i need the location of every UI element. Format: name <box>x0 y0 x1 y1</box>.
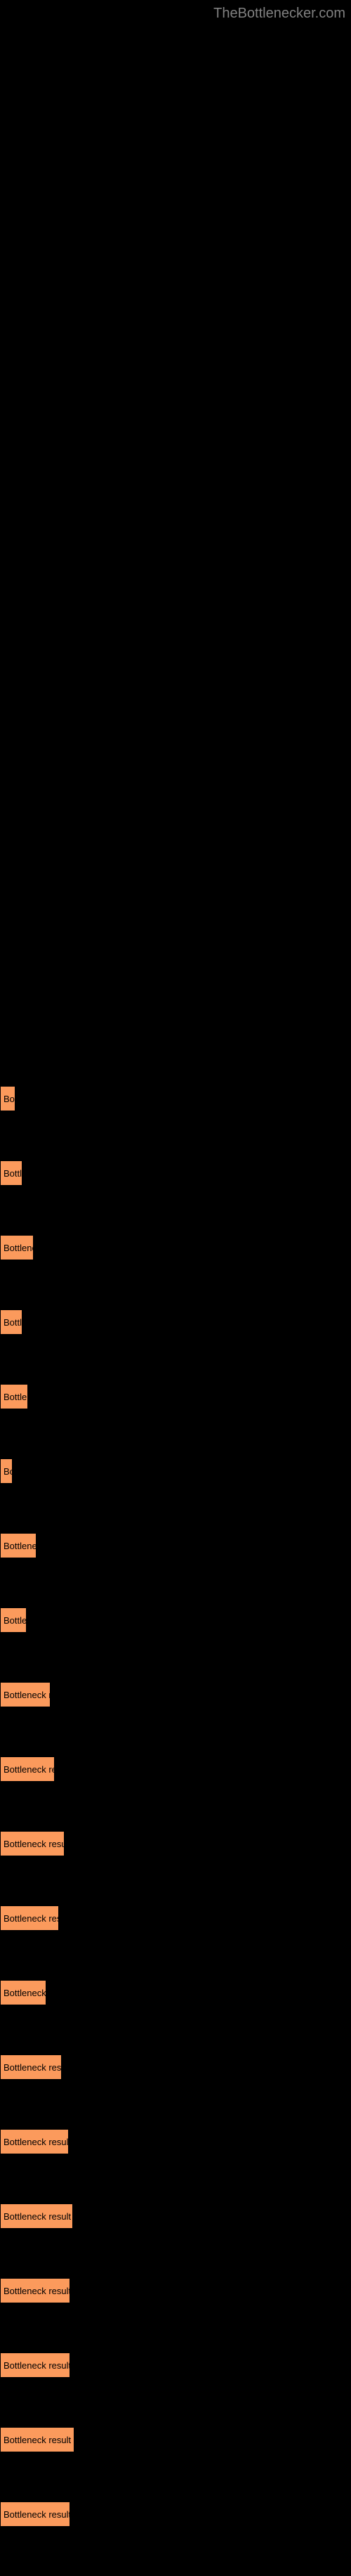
bar: Bottl <box>0 1309 22 1335</box>
bar-row: Bottleneck result <box>0 2203 351 2229</box>
bar-row: Bottleneck res <box>0 1756 351 1782</box>
bar-row: Bottlene <box>0 1235 351 1260</box>
bar: Bottleneck r <box>0 1980 46 2005</box>
bar: Bottlene <box>0 1235 34 1260</box>
bar-row: Bottle <box>0 1607 351 1633</box>
bar: Bo <box>0 1086 15 1111</box>
bar: Bottleneck result <box>0 2203 73 2229</box>
bar-row: Bottleneck result <box>0 2278 351 2303</box>
bar: Bottle <box>0 1607 27 1633</box>
watermark-text: TheBottlenecker.com <box>213 6 345 22</box>
bar: Bottl <box>0 1160 22 1186</box>
bar: Bottleneck result <box>0 2129 69 2154</box>
bar-row: Bottleneck resu <box>0 1905 351 1931</box>
bar: Bottleneck re <box>0 1682 51 1707</box>
bar-row: Bottleneck re <box>0 1682 351 1707</box>
bar-row: Bo <box>0 1086 351 1111</box>
bar-row: Bottleneck result <box>0 1831 351 1856</box>
bar-row: Bottleneck resul <box>0 2054 351 2080</box>
bar: Bottleneck result <box>0 2501 70 2527</box>
bar-row: Bottlenec <box>0 1533 351 1558</box>
bar-row: Bottleneck r <box>0 1980 351 2005</box>
bar: Bo <box>0 1458 13 1484</box>
bar: Bottleneck res <box>0 1756 55 1782</box>
bar-row: Bo <box>0 1458 351 1484</box>
bar: Bottleneck result <box>0 2352 70 2378</box>
bar-chart: Bo Bottl Bottlene Bottl Bottle Bo Bottlenec Bot… <box>0 1086 351 2576</box>
bar-row: Bottleneck result <box>0 2129 351 2154</box>
bar-row: Bottl <box>0 1309 351 1335</box>
bar: Bottleneck result <box>0 2278 70 2303</box>
bar: Bottlenec <box>0 1533 37 1558</box>
bar-row: Bottl <box>0 1160 351 1186</box>
bar-row: Bottleneck result <box>0 2501 351 2527</box>
bar-row: Bottle <box>0 1384 351 1409</box>
bar: Bottleneck result <box>0 1831 65 1856</box>
bar-row: Bottleneck result <box>0 2352 351 2378</box>
bar: Bottleneck result <box>0 2427 74 2452</box>
bar: Bottleneck resul <box>0 2054 62 2080</box>
bar-row: Bottleneck result <box>0 2427 351 2452</box>
bar: Bottleneck resu <box>0 1905 59 1931</box>
bar: Bottle <box>0 1384 28 1409</box>
